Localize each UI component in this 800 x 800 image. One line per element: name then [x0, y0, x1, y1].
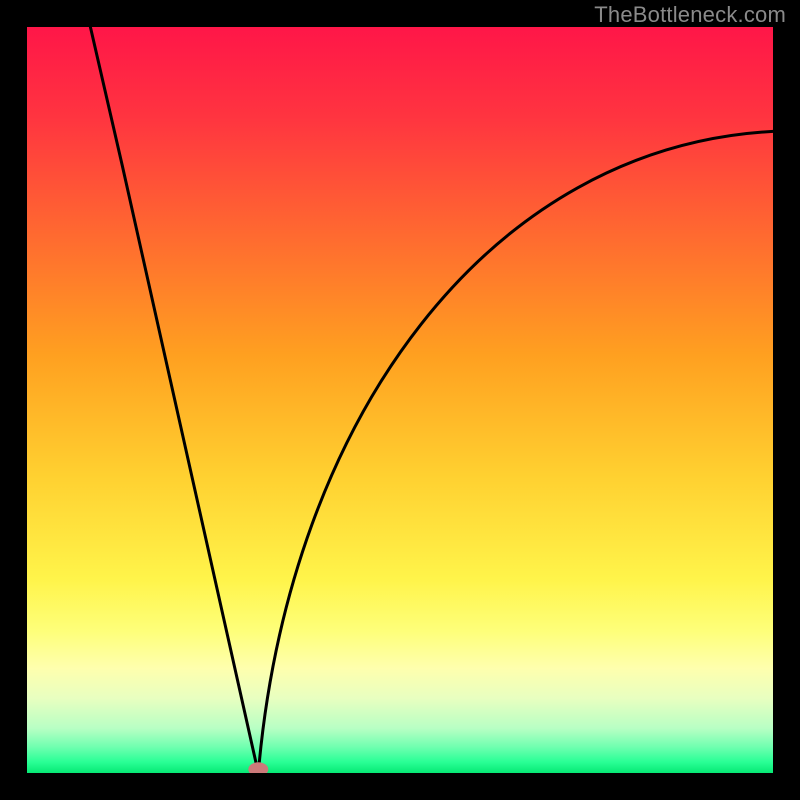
- bottleneck-chart: [0, 0, 800, 800]
- watermark-text: TheBottleneck.com: [594, 2, 786, 28]
- plot-area: [27, 27, 773, 773]
